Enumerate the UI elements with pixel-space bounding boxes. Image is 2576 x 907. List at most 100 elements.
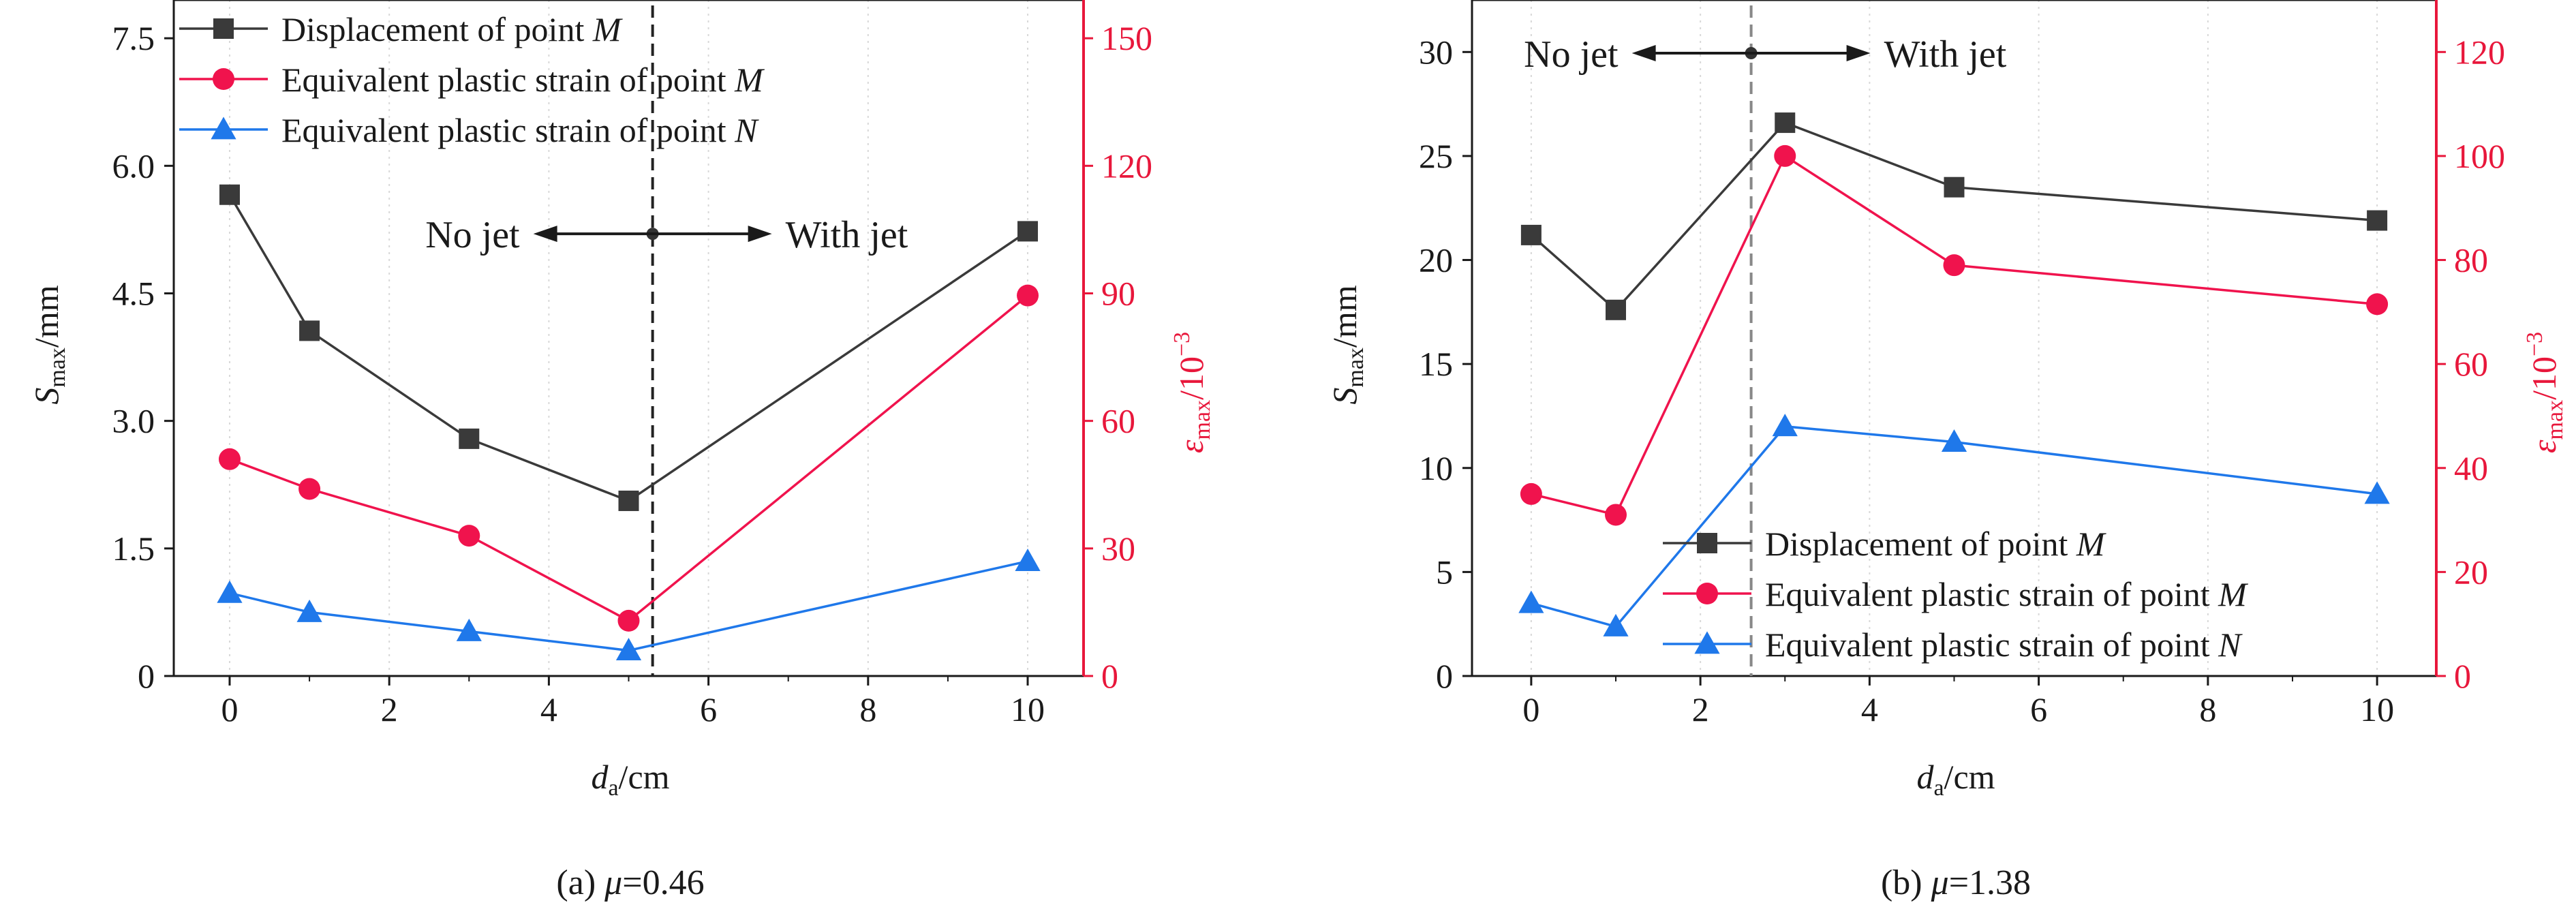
y-right-tick-label: 60 xyxy=(2454,345,2488,383)
data-point-s1 xyxy=(218,448,241,470)
data-point-s0 xyxy=(1775,112,1796,134)
data-point-s0 xyxy=(1606,299,1627,320)
data-point-s2 xyxy=(1941,429,1967,452)
data-point-s2 xyxy=(217,580,243,603)
panel-caption: (a) μ=0.46 xyxy=(556,863,704,902)
data-point-s1 xyxy=(617,609,640,632)
y-left-tick-label: 0 xyxy=(138,657,155,695)
annotation-no-jet: No jet xyxy=(1524,33,1619,76)
data-point-s1 xyxy=(1774,144,1796,167)
data-point-s2 xyxy=(1518,590,1544,613)
annotation-no-jet: No jet xyxy=(425,214,520,256)
left-arrowhead xyxy=(533,226,557,243)
data-point-s2 xyxy=(1015,548,1041,571)
y-right-tick-label: 30 xyxy=(1101,529,1135,568)
legend-marker xyxy=(1694,631,1720,654)
data-point-s2 xyxy=(615,637,642,660)
y-left-tick-label: 30 xyxy=(1419,33,1453,71)
y-left-axis-label: Smax/mm xyxy=(1325,285,1368,404)
legend-entry: Equivalent plastic strain of point N xyxy=(281,111,759,149)
y-right-axis-label: εmax/10−3 xyxy=(2522,332,2568,453)
annotation-with-jet: With jet xyxy=(786,214,908,256)
y-right-axis-label: εmax/10−3 xyxy=(1169,332,1215,453)
x-tick-label: 4 xyxy=(540,690,557,728)
y-left-tick-label: 6.0 xyxy=(112,147,155,185)
y-right-tick-label: 0 xyxy=(2454,657,2471,695)
y-left-tick-label: 20 xyxy=(1419,241,1453,279)
y-right-tick-label: 0 xyxy=(1101,657,1118,695)
y-right-tick-label: 20 xyxy=(2454,553,2488,591)
data-point-s2 xyxy=(296,599,322,622)
y-right-tick-label: 80 xyxy=(2454,241,2488,279)
data-point-s0 xyxy=(1944,176,1965,198)
panel-caption: (b) μ=1.38 xyxy=(1881,863,2031,902)
y-right-tick-label: 100 xyxy=(2454,137,2505,175)
y-left-tick-label: 0 xyxy=(1436,657,1453,695)
x-tick-label: 0 xyxy=(221,690,238,728)
data-point-s1 xyxy=(298,478,321,500)
y-left-tick-label: 4.5 xyxy=(112,274,155,312)
y-right-tick-label: 90 xyxy=(1101,274,1135,312)
series-line-0 xyxy=(228,194,1029,502)
legend-marker xyxy=(1696,583,1718,604)
data-point-s2 xyxy=(456,618,482,641)
data-point-s2 xyxy=(1772,414,1798,437)
right-arrowhead xyxy=(748,226,772,243)
y-left-axis-label: Smax/mm xyxy=(27,285,70,404)
data-point-s1 xyxy=(1943,254,1965,277)
y-left-tick-label: 10 xyxy=(1419,449,1453,487)
data-point-s0 xyxy=(299,320,320,341)
y-left-tick-label: 5 xyxy=(1436,553,1453,591)
data-point-s0 xyxy=(1017,221,1039,242)
x-axis-label: da/cm xyxy=(1916,758,1995,801)
x-tick-label: 2 xyxy=(1692,690,1709,728)
x-tick-label: 10 xyxy=(1011,690,1045,728)
y-right-tick-label: 150 xyxy=(1101,19,1152,57)
data-point-s1 xyxy=(458,525,480,547)
data-point-s0 xyxy=(2367,210,2388,231)
legend-marker xyxy=(213,18,234,39)
data-point-s0 xyxy=(459,428,480,449)
y-right-tick-label: 60 xyxy=(1101,402,1135,440)
x-tick-label: 8 xyxy=(2199,690,2216,728)
x-tick-label: 0 xyxy=(1522,690,1539,728)
data-point-s0 xyxy=(618,490,639,511)
data-point-s2 xyxy=(1603,613,1629,636)
series-line-0 xyxy=(1530,121,2378,312)
legend-marker xyxy=(211,117,236,140)
y-right-tick-label: 120 xyxy=(2454,33,2505,71)
x-tick-label: 10 xyxy=(2360,690,2394,728)
data-point-s2 xyxy=(2364,481,2390,504)
legend-entry: Equivalent plastic strain of point M xyxy=(281,61,765,99)
data-point-s1 xyxy=(1520,482,1542,505)
y-left-tick-label: 1.5 xyxy=(112,529,155,568)
y-right-tick-label: 40 xyxy=(2454,449,2488,487)
data-point-s1 xyxy=(1605,504,1627,526)
x-tick-label: 4 xyxy=(1861,690,1878,728)
data-point-s1 xyxy=(1017,284,1039,307)
series-line-2 xyxy=(229,559,1028,652)
data-point-s0 xyxy=(219,184,240,205)
legend-entry: Equivalent plastic strain of point M xyxy=(1765,575,2248,613)
right-arrowhead xyxy=(1846,45,1871,61)
x-axis-label: da/cm xyxy=(591,758,669,801)
y-right-tick-label: 120 xyxy=(1101,147,1152,185)
legend-entry: Displacement of point M xyxy=(281,10,623,48)
x-tick-label: 8 xyxy=(859,690,876,728)
data-point-s0 xyxy=(1520,224,1542,245)
x-tick-label: 2 xyxy=(381,690,398,728)
y-left-tick-label: 25 xyxy=(1419,137,1453,175)
legend-entry: Displacement of point M xyxy=(1765,525,2106,563)
panel-b: 0 2 4 6 8 10051015202530020406080100120da/cmS… xyxy=(1325,0,2568,902)
y-left-tick-label: 3.0 xyxy=(112,402,155,440)
legend-entry: Equivalent plastic strain of point N xyxy=(1765,626,2243,664)
annotation-with-jet: With jet xyxy=(1884,33,2007,76)
data-point-s1 xyxy=(2366,293,2389,316)
legend-marker xyxy=(1697,533,1717,553)
y-left-tick-label: 15 xyxy=(1419,345,1453,383)
x-tick-label: 6 xyxy=(700,690,717,728)
left-arrowhead xyxy=(1631,45,1656,61)
legend-marker xyxy=(213,68,234,90)
series-line-1 xyxy=(229,294,1029,622)
